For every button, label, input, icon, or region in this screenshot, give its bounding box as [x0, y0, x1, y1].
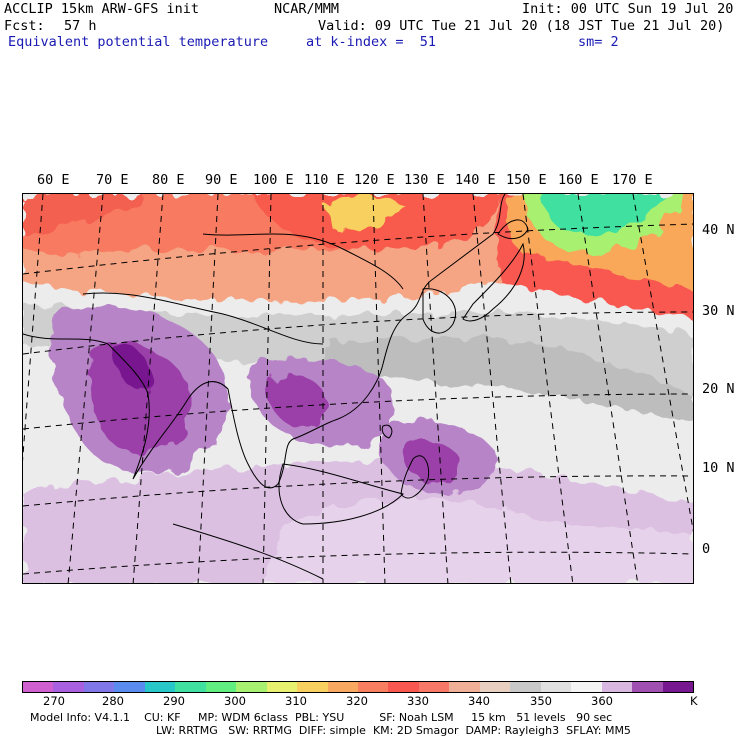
colorbar-tick-320: 320 [346, 694, 368, 708]
colorbar-swatch [510, 682, 541, 692]
lon-label-160e: 160 E [558, 172, 599, 188]
lat-label-10n: 10 N [702, 460, 735, 476]
lat-label-40n: 40 N [702, 222, 735, 238]
km-option: KM: 2D Smagor [372, 724, 459, 737]
coastlines [23, 194, 529, 580]
organization-label: NCAR/MMM [274, 1, 340, 17]
colorbar-tick-330: 330 [407, 694, 429, 708]
colorbar-swatch [205, 682, 237, 692]
colorbar-swatch [388, 682, 419, 692]
colorbar-swatch [266, 682, 298, 692]
colorbar-swatch [236, 682, 267, 692]
lat-label-0: 0 [702, 541, 711, 557]
lon-label-150e: 150 E [506, 172, 547, 188]
theta-e-map [22, 193, 694, 584]
colorbar-swatch [53, 682, 84, 692]
colorbar-swatch [601, 682, 633, 692]
colorbar-swatch [449, 682, 480, 692]
colorbar-swatch [114, 682, 145, 692]
model-version: Model Info: V4.1.1 [30, 711, 131, 724]
surface-scheme: SF: Noah LSM [379, 711, 454, 724]
colorbar-swatch [327, 682, 358, 692]
model-info-line-1: Model Info: V4.1.1 CU: KF MP: WDM 6class… [30, 711, 612, 724]
colorbar-swatch [632, 682, 663, 692]
diffusion-option: DIFF: simple [298, 724, 366, 737]
microphysics-scheme: MP: WDM 6class [198, 711, 288, 724]
colorbar-tick-360: 360 [591, 694, 613, 708]
lon-label-140e: 140 E [455, 172, 496, 188]
grid-spacing: 15 km [471, 711, 506, 724]
model-info-line-2: LW: RRTMG SW: RRTMG DIFF: simple KM: 2D … [156, 724, 631, 737]
colorbar-swatch [175, 682, 206, 692]
lon-label-130e: 130 E [404, 172, 445, 188]
field-shading [23, 194, 693, 583]
smoothing-label: sm= 2 [578, 34, 619, 50]
colorbar-swatch [83, 682, 115, 692]
lon-label-70e: 70 E [96, 172, 129, 188]
colorbar-tick-290: 290 [163, 694, 185, 708]
colorbar-swatch [297, 682, 328, 692]
pbl-scheme: PBL: YSU [295, 711, 345, 724]
lon-label-100e: 100 E [253, 172, 294, 188]
colorbar-tick-280: 280 [102, 694, 124, 708]
colorbar-tick-350: 350 [530, 694, 552, 708]
cumulus-scheme: CU: KF [144, 711, 181, 724]
graticule [23, 194, 693, 583]
colorbar-swatch [418, 682, 450, 692]
time-step: 90 sec [576, 711, 613, 724]
colorbar-swatch [662, 682, 693, 692]
lon-label-170e: 170 E [612, 172, 653, 188]
shortwave-scheme: SW: RRTMG [228, 724, 292, 737]
surface-layer-scheme: SFLAY: MM5 [566, 724, 631, 737]
lon-label-60e: 60 E [37, 172, 70, 188]
colorbar-unit: K [690, 694, 698, 708]
lat-label-30n: 30 N [702, 303, 735, 319]
colorbar-tick-340: 340 [468, 694, 490, 708]
colorbar-swatch [144, 682, 176, 692]
forecast-label: Fcst: [4, 18, 45, 34]
damping-option: DAMP: Rayleigh3 [465, 724, 560, 737]
model-title: ACCLIP 15km ARW-GFS init [4, 1, 200, 17]
valid-time: Valid: 09 UTC Tue 21 Jul 20 (18 JST Tue … [318, 18, 725, 34]
colorbar-swatch [571, 682, 602, 692]
vertical-levels: 51 levels [516, 711, 566, 724]
lon-label-120e: 120 E [354, 172, 395, 188]
forecast-hour: 57 h [64, 18, 97, 34]
colorbar-swatch [479, 682, 511, 692]
longwave-scheme: LW: RRTMG [156, 724, 218, 737]
level-label: at k-index = 51 [306, 34, 437, 50]
lon-label-80e: 80 E [152, 172, 185, 188]
lon-label-110e: 110 E [304, 172, 345, 188]
map-canvas [23, 194, 693, 583]
colorbar-tick-300: 300 [224, 694, 246, 708]
colorbar-swatch [357, 682, 389, 692]
colorbar [22, 681, 694, 693]
init-time: Init: 00 UTC Sun 19 Jul 20 [522, 1, 734, 17]
lon-label-90e: 90 E [205, 172, 238, 188]
lat-label-20n: 20 N [702, 381, 735, 397]
colorbar-tick-270: 270 [43, 694, 65, 708]
field-name: Equivalent potential temperature [8, 34, 269, 50]
colorbar-swatch [23, 682, 54, 692]
colorbar-swatch [540, 682, 572, 692]
colorbar-tick-310: 310 [285, 694, 307, 708]
